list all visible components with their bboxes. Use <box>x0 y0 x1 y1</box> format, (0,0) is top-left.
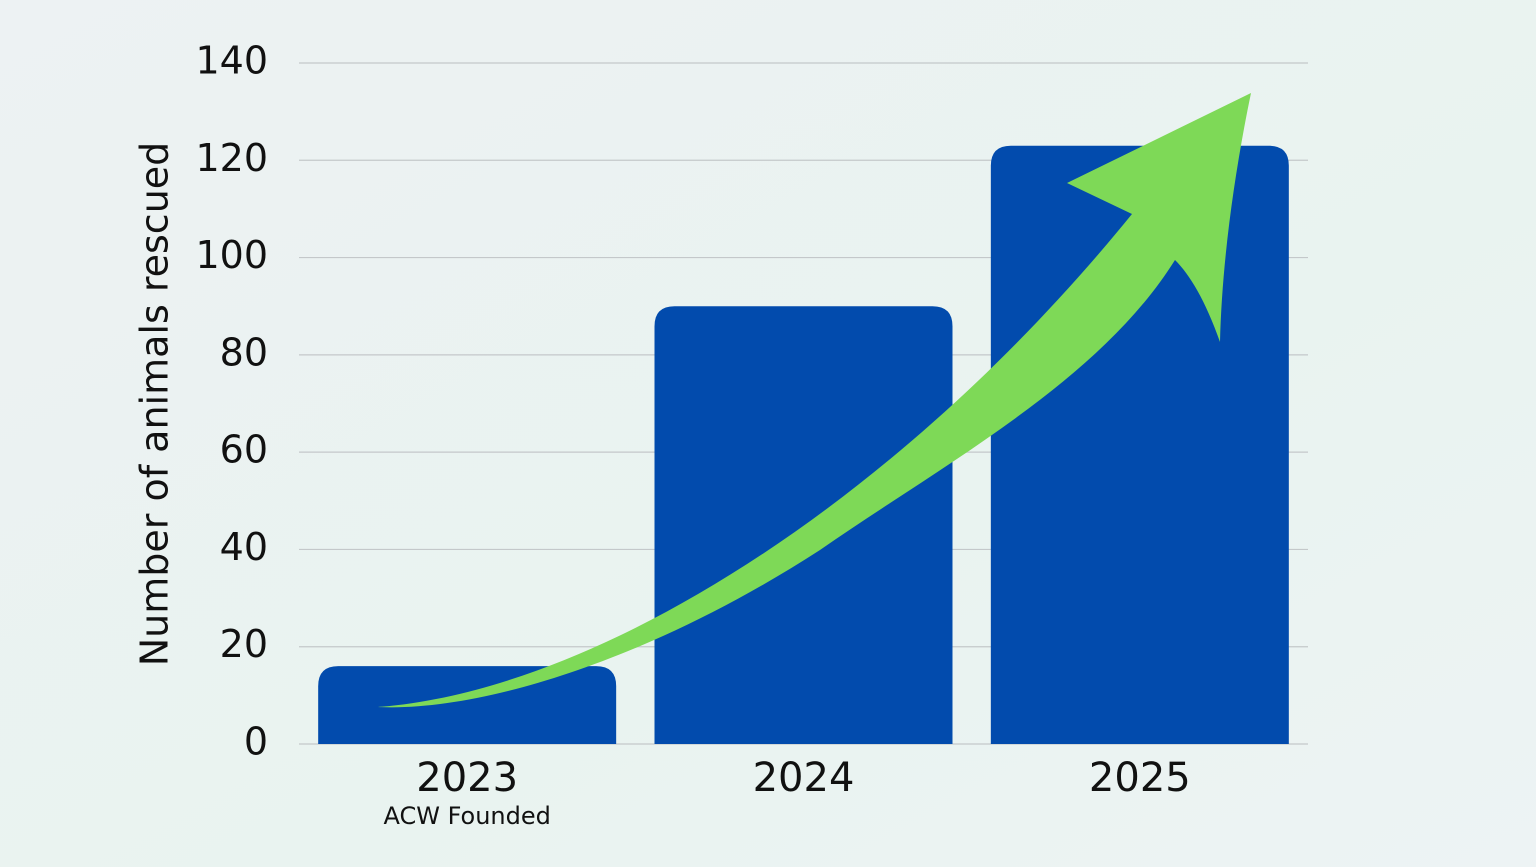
y-tick-label: 40 <box>220 525 268 569</box>
y-tick-label: 0 <box>244 720 268 764</box>
bar <box>318 666 617 744</box>
labels: 0 20 40 60 80 100 120 140 2023 2024 2025 ACW Founde… <box>195 39 1190 831</box>
y-tick-label: 80 <box>220 330 268 374</box>
annotation: ACW Founded <box>383 802 550 830</box>
y-tick-label: 140 <box>195 39 268 83</box>
y-tick-label: 100 <box>195 233 268 277</box>
bar <box>654 306 953 744</box>
y-tick-label: 60 <box>220 428 268 472</box>
growth-arrow <box>378 93 1251 708</box>
y-axis-label: Number of animals rescued <box>133 142 177 667</box>
y-tick-label: 20 <box>220 622 268 666</box>
x-tick-label: 2024 <box>753 755 855 801</box>
x-tick-label: 2023 <box>416 755 518 801</box>
y-tick-label: 120 <box>195 136 268 180</box>
x-tick-label: 2025 <box>1089 755 1191 801</box>
